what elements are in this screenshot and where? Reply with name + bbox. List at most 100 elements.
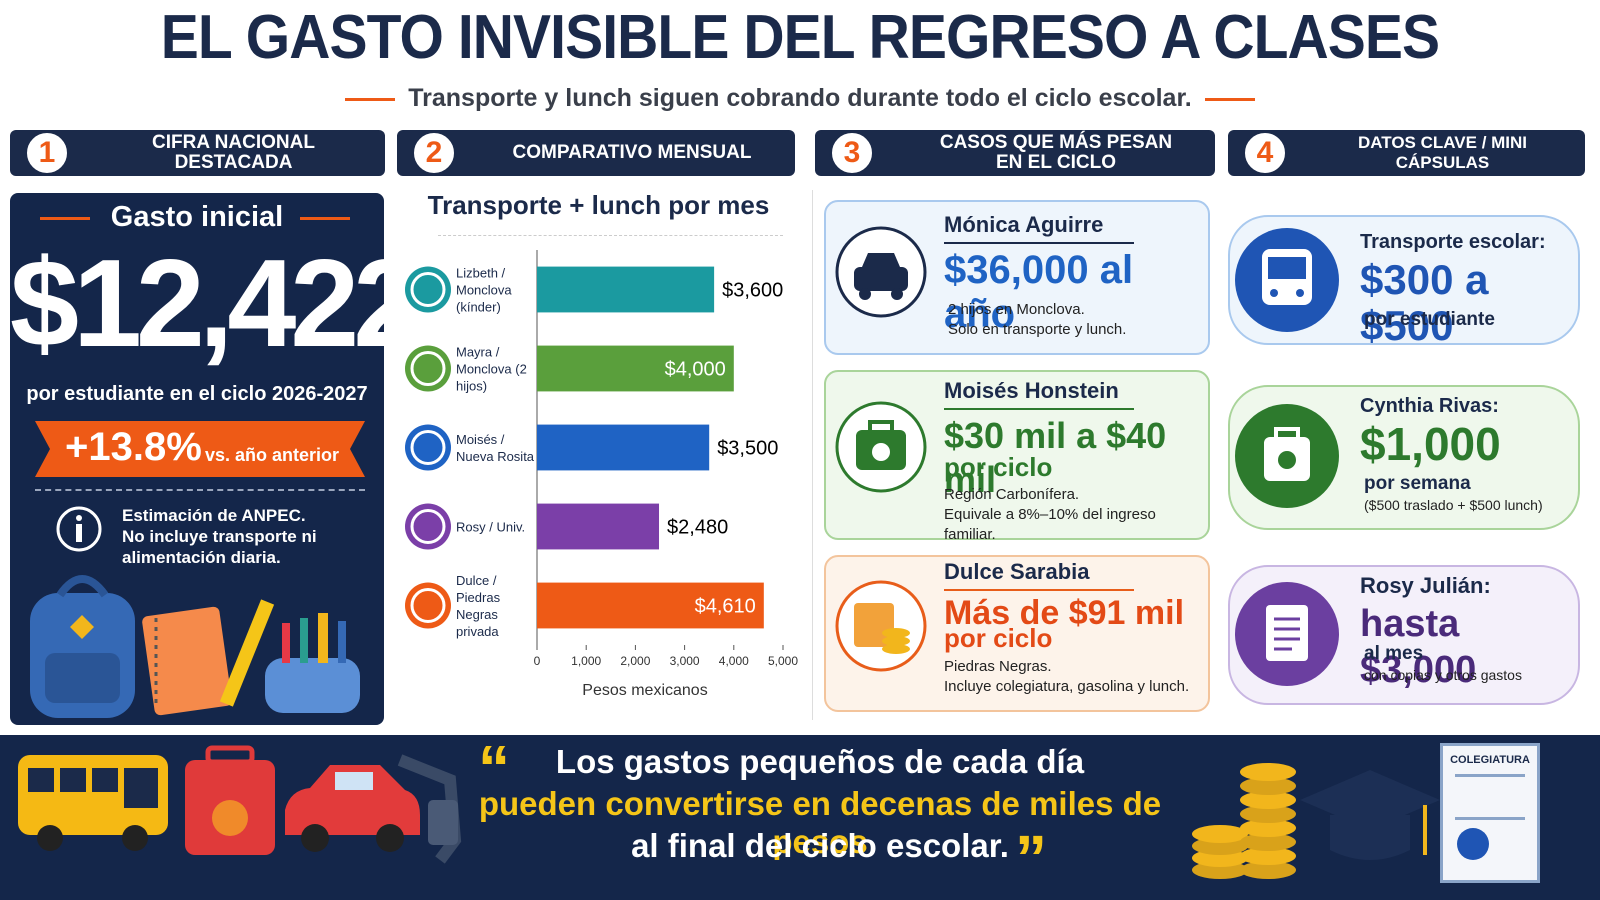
bar bbox=[537, 266, 715, 313]
section-title: COMPARATIVO MENSUAL bbox=[512, 142, 752, 163]
footer-illustration bbox=[1192, 763, 1440, 879]
capsule-note: al mes bbox=[1364, 643, 1424, 664]
category-icon-ring bbox=[410, 588, 446, 623]
bar bbox=[537, 345, 734, 392]
case-detail: Solo en transporte y lunch. bbox=[948, 321, 1127, 338]
capsule-detail: con copias y otros gastos bbox=[1364, 667, 1522, 683]
value-label: $2,480 bbox=[667, 517, 728, 539]
category-icon-ring bbox=[410, 351, 446, 386]
national-amount: $12,422 bbox=[10, 235, 422, 373]
category-label: Rosy / Univ. bbox=[456, 519, 526, 534]
category-icon-ring bbox=[410, 509, 446, 544]
capsule-card: Transporte escolar: $300 a $500 por estu… bbox=[1228, 215, 1580, 349]
section-header: 1 CIFRA NACIONAL DESTACADA bbox=[10, 130, 385, 176]
case-name: Dulce Sarabia bbox=[944, 559, 1134, 591]
column-divider bbox=[812, 190, 813, 720]
car-icon bbox=[835, 226, 927, 318]
divider bbox=[40, 217, 90, 220]
x-tick-label: 2,000 bbox=[620, 654, 650, 668]
divider bbox=[300, 217, 350, 220]
case-amount: Más de $91 mil bbox=[944, 594, 1185, 632]
bar bbox=[537, 424, 710, 471]
capsule-title: Cynthia Rivas: bbox=[1360, 395, 1499, 417]
case-amount-note: por ciclo bbox=[944, 452, 1053, 482]
case-detail: Región Carbonífera. bbox=[944, 486, 1080, 503]
open-quote: “ bbox=[478, 732, 510, 804]
national-panel: Gasto inicial $12,422 por estudiante en … bbox=[10, 193, 422, 725]
x-tick-label: 5,000 bbox=[768, 654, 798, 668]
case-detail: Piedras Negras. bbox=[944, 658, 1052, 675]
case-card: Moisés Honstein $30 mil a $40 mil por ci… bbox=[824, 370, 1210, 543]
category-label: Lizbeth / Monclova (kínder) bbox=[456, 265, 512, 314]
section-header: 3 CASOS QUE MÁS PESAN EN EL CICLO bbox=[815, 130, 1215, 176]
document-lines bbox=[1455, 774, 1525, 820]
subtitle: Transporte y lunch siguen cobrando duran… bbox=[408, 84, 1192, 112]
chart-title: Transporte + lunch por mes bbox=[427, 190, 770, 220]
case-amount-note: por ciclo bbox=[944, 623, 1053, 653]
section-title: DATOS CLAVE / MINI CÁPSULAS bbox=[1357, 133, 1528, 172]
lunchbox-icon bbox=[835, 401, 927, 493]
case-detail: Incluye colegiatura, gasolina y lunch. bbox=[944, 678, 1190, 695]
title: EL GASTO INVISIBLE DEL REGRESO A CLASES bbox=[160, 3, 1440, 72]
capsule-amount: hasta $3,000 bbox=[1360, 603, 1477, 691]
quote-line: pueden convertirse en decenas de miles d… bbox=[478, 785, 1162, 860]
bar bbox=[537, 503, 660, 550]
divider bbox=[1205, 98, 1255, 101]
bar bbox=[537, 582, 764, 629]
value-label: $4,000 bbox=[665, 359, 726, 381]
section-header: 4 DATOS CLAVE / MINI CÁPSULAS bbox=[1228, 130, 1585, 176]
capsule-card: Rosy Julián: hasta $3,000 al mes con cop… bbox=[1228, 565, 1580, 705]
info-icon bbox=[56, 506, 102, 552]
divider bbox=[345, 98, 395, 101]
case-name: Moisés Honstein bbox=[944, 378, 1134, 410]
ribbon bbox=[35, 421, 365, 477]
bus-icon bbox=[1235, 228, 1339, 332]
capsule-note: por semana bbox=[1364, 473, 1471, 494]
capsule-title: Rosy Julián: bbox=[1360, 573, 1491, 598]
quote-line: al final del ciclo escolar. bbox=[631, 827, 1009, 864]
x-axis-label: Pesos mexicanos bbox=[582, 682, 707, 699]
footer-illustration bbox=[18, 745, 462, 864]
national-change-note: vs. año anterior bbox=[205, 445, 340, 465]
capsule-card: Cynthia Rivas: $1,000 por semana ($500 t… bbox=[1228, 385, 1580, 530]
section-title: CASOS QUE MÁS PESAN EN EL CICLO bbox=[939, 132, 1173, 173]
section-number: 2 bbox=[411, 130, 457, 176]
divider bbox=[35, 489, 365, 491]
school-supplies bbox=[30, 575, 360, 718]
case-card: Dulce Sarabia Más de $91 mil por ciclo P… bbox=[824, 555, 1210, 712]
section-number: 4 bbox=[1242, 130, 1288, 176]
x-tick-label: 1,000 bbox=[571, 654, 601, 668]
case-detail: Equivale a 8%–10% del ingreso familiar. bbox=[944, 506, 1156, 543]
case-amount: $30 mil a $40 mil bbox=[944, 415, 1167, 500]
tuition-document: COLEGIATURA bbox=[1440, 743, 1540, 883]
case-detail: 2 hijos en Monclova. bbox=[948, 301, 1085, 318]
case-name: Mónica Aguirre bbox=[944, 212, 1134, 244]
capsule-amount: $300 a $500 bbox=[1360, 256, 1489, 349]
case-amount: $36,000 al año bbox=[944, 248, 1134, 336]
capsule-amount: $1,000 bbox=[1360, 418, 1501, 470]
capsule-note: por estudiante bbox=[1364, 309, 1495, 330]
national-period: por estudiante en el ciclo 2026-2027 bbox=[26, 383, 368, 405]
section-number: 1 bbox=[24, 130, 70, 176]
section-header: 2 COMPARATIVO MENSUAL bbox=[397, 130, 795, 176]
badge: COLEGIATURA bbox=[1450, 754, 1530, 766]
money-icon bbox=[835, 580, 927, 672]
category-label: Mayra / Monclova (2 hijos) bbox=[456, 344, 527, 393]
case-card: Mónica Aguirre $36,000 al año 2 hijos en… bbox=[824, 200, 1210, 355]
value-label: $4,610 bbox=[695, 596, 756, 618]
category-icon-ring bbox=[410, 430, 446, 465]
quote-line: Los gastos pequeños de cada día bbox=[555, 743, 1085, 780]
close-quote: ” bbox=[1015, 822, 1047, 894]
x-tick-label: 0 bbox=[534, 654, 541, 668]
document-icon bbox=[1235, 582, 1339, 686]
x-tick-label: 4,000 bbox=[719, 654, 749, 668]
section-title: CIFRA NACIONAL DESTACADA bbox=[152, 132, 315, 173]
divider bbox=[438, 235, 783, 236]
national-note: Estimación de ANPEC. No incluye transpor… bbox=[122, 506, 317, 567]
category-label: Moisés / Nueva Rosita bbox=[456, 431, 535, 464]
value-label: $3,500 bbox=[717, 438, 778, 460]
national-change: +13.8% bbox=[65, 425, 202, 469]
national-label: Gasto inicial bbox=[110, 201, 284, 233]
coin-badge bbox=[1457, 828, 1489, 860]
